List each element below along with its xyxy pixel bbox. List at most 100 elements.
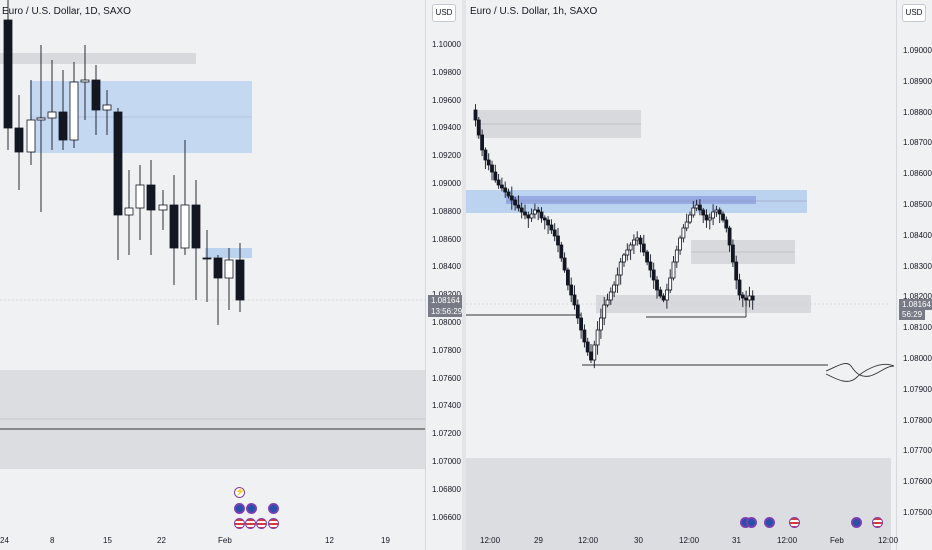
candle bbox=[4, 20, 12, 128]
us-flag-icon[interactable] bbox=[268, 518, 279, 529]
right-chart-canvas[interactable] bbox=[466, 0, 932, 550]
price-tick: 1.07600 bbox=[432, 374, 461, 383]
countdown-tag: 13:56:29 bbox=[428, 306, 462, 317]
candle bbox=[540, 212, 543, 218]
price-tick: 1.08100 bbox=[903, 323, 932, 332]
candle bbox=[553, 230, 556, 236]
candle bbox=[573, 295, 576, 305]
us-flag-icon[interactable] bbox=[256, 518, 267, 529]
price-tick: 1.08000 bbox=[903, 354, 932, 363]
candle bbox=[629, 245, 632, 250]
candle bbox=[665, 290, 668, 300]
candle bbox=[636, 238, 639, 240]
time-label: 19 bbox=[381, 536, 390, 545]
candle bbox=[748, 296, 751, 300]
demand-zone-gray bbox=[0, 370, 425, 469]
candle bbox=[576, 305, 579, 318]
time-label: 15 bbox=[103, 536, 112, 545]
candle bbox=[751, 296, 754, 300]
eu-flag-icon[interactable] bbox=[764, 517, 775, 528]
time-label: 29 bbox=[534, 536, 543, 545]
candle bbox=[593, 345, 596, 360]
us-flag-icon[interactable] bbox=[789, 517, 800, 528]
currency-button[interactable]: USD bbox=[902, 4, 926, 22]
candle bbox=[497, 180, 500, 185]
candle bbox=[606, 300, 609, 305]
candle bbox=[37, 118, 45, 120]
candle bbox=[550, 225, 553, 230]
candle bbox=[504, 188, 507, 192]
candle bbox=[685, 222, 688, 228]
candle bbox=[623, 255, 626, 262]
eu-flag-icon[interactable] bbox=[746, 517, 757, 528]
candle bbox=[599, 318, 602, 330]
candle bbox=[70, 82, 78, 140]
eu-flag-icon[interactable] bbox=[246, 503, 257, 514]
candle bbox=[147, 185, 155, 210]
candle bbox=[639, 238, 642, 244]
candle bbox=[692, 208, 695, 215]
candle bbox=[500, 185, 503, 188]
left-chart-canvas[interactable] bbox=[0, 0, 462, 550]
candle bbox=[603, 305, 606, 318]
candle bbox=[705, 215, 708, 220]
candle bbox=[738, 280, 741, 295]
candle bbox=[715, 210, 718, 212]
candle bbox=[659, 290, 662, 296]
currency-button[interactable]: USD bbox=[432, 4, 456, 22]
left-chart-pane[interactable]: Euro / U.S. Dollar, 1D, SAXO USD 1.10000… bbox=[0, 0, 462, 550]
right-chart-pane[interactable]: Euro / U.S. Dollar, 1h, SAXO USD 1.09000… bbox=[466, 0, 932, 550]
candle bbox=[103, 105, 111, 110]
candle bbox=[59, 112, 67, 140]
candle bbox=[494, 172, 497, 180]
candle bbox=[656, 280, 659, 290]
time-label: 12:00 bbox=[878, 536, 898, 545]
candle bbox=[662, 296, 665, 300]
time-label: 31 bbox=[732, 536, 741, 545]
candle bbox=[15, 128, 23, 152]
price-tick: 1.07200 bbox=[432, 429, 461, 438]
zone-small-blue bbox=[205, 248, 252, 258]
candle bbox=[669, 278, 672, 290]
price-tick: 1.07000 bbox=[432, 457, 461, 466]
candle bbox=[616, 275, 619, 285]
candle bbox=[487, 160, 490, 165]
candle bbox=[92, 80, 100, 110]
candle bbox=[580, 318, 583, 330]
lightning-icon[interactable]: ⚡ bbox=[234, 487, 245, 498]
eu-flag-icon[interactable] bbox=[234, 503, 245, 514]
candle bbox=[725, 220, 728, 228]
eu-flag-icon[interactable] bbox=[268, 503, 279, 514]
us-flag-icon[interactable] bbox=[872, 517, 883, 528]
price-tick: 1.07500 bbox=[903, 508, 932, 517]
price-tick: 1.09000 bbox=[432, 179, 461, 188]
candle bbox=[181, 205, 189, 248]
chart-title: Euro / U.S. Dollar, 1h, SAXO bbox=[470, 6, 597, 17]
candle bbox=[735, 262, 738, 280]
candle bbox=[136, 185, 144, 208]
price-tick: 1.08000 bbox=[432, 318, 461, 327]
eu-flag-icon[interactable] bbox=[851, 517, 862, 528]
price-tick: 1.09200 bbox=[432, 151, 461, 160]
candle bbox=[652, 270, 655, 280]
time-label: 12:00 bbox=[578, 536, 598, 545]
candle bbox=[675, 250, 678, 262]
price-tick: 1.08500 bbox=[903, 200, 932, 209]
price-axis[interactable]: USD 1.09000 1.08900 1.08800 1.08700 1.08600 1… bbox=[896, 0, 932, 550]
candle bbox=[81, 80, 89, 82]
price-tick: 1.10000 bbox=[432, 40, 461, 49]
candle bbox=[520, 208, 523, 212]
us-flag-icon[interactable] bbox=[245, 518, 256, 529]
supply-zone-top bbox=[0, 53, 196, 64]
price-axis[interactable]: USD 1.10000 1.09800 1.09600 1.09400 1.09200 1… bbox=[425, 0, 462, 550]
time-label: 12 bbox=[325, 536, 334, 545]
candle bbox=[48, 112, 56, 118]
candle bbox=[214, 258, 222, 278]
us-flag-icon[interactable] bbox=[234, 518, 245, 529]
price-tick: 1.07900 bbox=[903, 385, 932, 394]
candle bbox=[596, 330, 599, 345]
candle bbox=[718, 210, 721, 214]
price-tick: 1.09000 bbox=[903, 46, 932, 55]
candle bbox=[560, 245, 563, 258]
price-tick: 1.08800 bbox=[432, 207, 461, 216]
